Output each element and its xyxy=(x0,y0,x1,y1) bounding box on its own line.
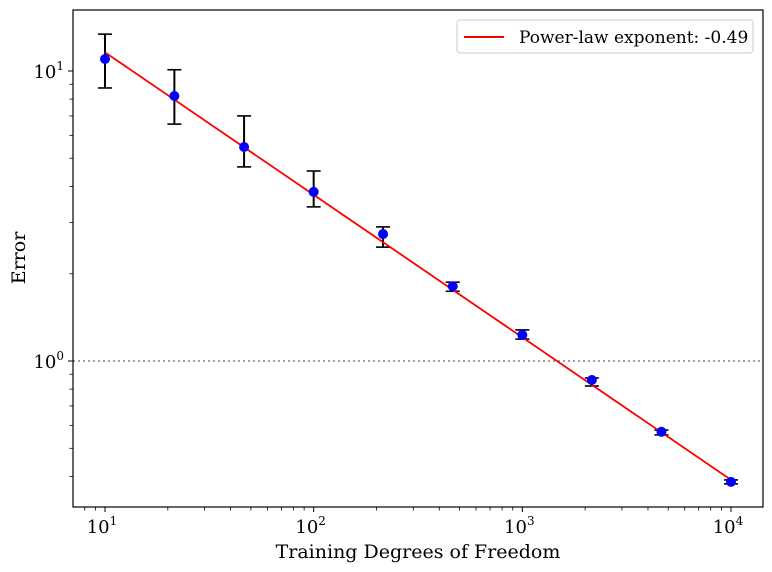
y-axis-label: Error xyxy=(8,231,30,284)
data-point xyxy=(586,374,597,385)
error-bars xyxy=(98,33,738,485)
data-point xyxy=(447,281,458,292)
legend-label: Power-law exponent: -0.49 xyxy=(519,28,748,48)
axes-frame xyxy=(72,9,764,508)
x-tick-label: 103 xyxy=(504,514,535,538)
y-tick-label: 101 xyxy=(33,59,64,83)
x-tick-label: 101 xyxy=(87,514,118,538)
major-ticks: 101 102 103 104 100 101 xyxy=(33,59,743,538)
data-point xyxy=(656,426,667,437)
x-axis-label: Training Degrees of Freedom xyxy=(276,541,561,563)
data-point xyxy=(239,141,250,152)
legend: Power-law exponent: -0.49 xyxy=(456,19,754,54)
minor-ticks xyxy=(69,83,722,511)
fit-line xyxy=(104,51,732,481)
y-tick-label: 100 xyxy=(33,349,64,373)
data-point xyxy=(169,90,180,101)
data-point xyxy=(378,229,389,240)
x-tick-label: 102 xyxy=(295,514,326,538)
data-point xyxy=(517,329,528,340)
legend-box xyxy=(456,19,754,54)
data-point xyxy=(100,53,110,64)
data-point xyxy=(308,186,319,197)
fit-line-group xyxy=(104,51,732,481)
data-point xyxy=(726,476,736,487)
x-tick-label: 104 xyxy=(713,514,744,538)
data-points xyxy=(100,53,736,487)
